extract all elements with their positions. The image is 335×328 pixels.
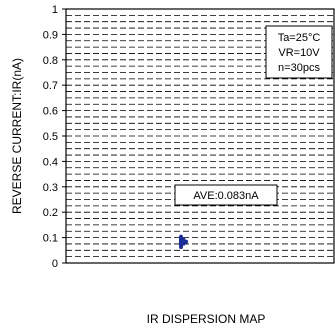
y-axis-title: REVERSE CURRENT:IR(nA)	[10, 58, 24, 214]
y-tick-label: 0.3	[43, 182, 58, 194]
condition-voltage: VR=10V	[278, 47, 320, 59]
y-tick-label: 1	[52, 4, 58, 16]
y-tick-label: 0.1	[43, 233, 58, 245]
data-point	[179, 234, 183, 239]
y-axis-ticks: 0 0.1 0.2 0.3 0.4 0.5 0.6 0.7 0.8 0.9 1	[43, 4, 66, 270]
average-box: AVE:0.083nA	[174, 184, 278, 206]
y-tick-label: 0.7	[43, 80, 58, 92]
conditions-box: Ta=25°C VR=10V n=30pcs	[265, 25, 333, 79]
average-label: AVE:0.083nA	[193, 190, 259, 202]
y-tick-label: 0.9	[43, 29, 58, 41]
data-points	[179, 234, 189, 250]
y-tick-label: 0.2	[43, 207, 58, 219]
chart-caption: IR DISPERSION MAP	[147, 312, 266, 326]
y-tick-label: 0.4	[43, 156, 58, 168]
y-tick-label: 0	[52, 258, 58, 270]
y-tick-label: 0.5	[43, 131, 58, 143]
y-tick-label: 0.8	[43, 55, 58, 67]
condition-temperature: Ta=25°C	[278, 32, 321, 44]
condition-sample-count: n=30pcs	[278, 62, 320, 74]
y-tick-label: 0.6	[43, 106, 58, 118]
